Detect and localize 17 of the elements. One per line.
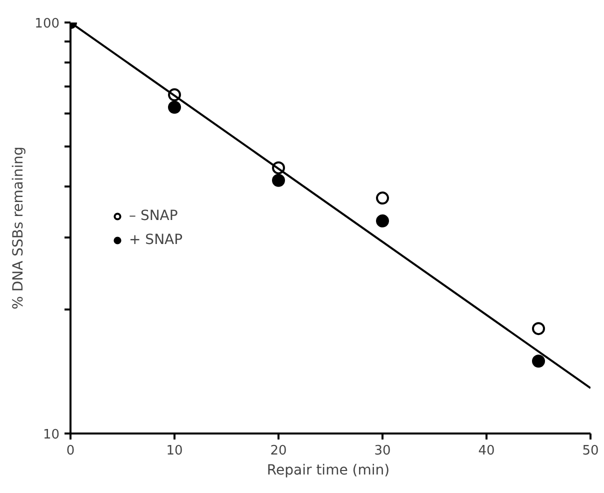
x-tick-label: 50 [582,444,599,458]
legend-label: – SNAP [129,208,178,224]
x-axis-title: Repair time (min) [266,462,390,478]
y-axis-title: % DNA SSBs remaining [10,146,27,310]
legend-label: + SNAP [129,232,183,248]
x-tick-label: 20 [270,444,287,458]
point [168,100,181,114]
x-tick-label: 0 [66,444,75,458]
point [532,354,545,368]
point [376,192,389,205]
point [532,322,545,336]
y-tick-label: 100 [34,16,60,32]
point [376,214,389,228]
x-tick-label: 30 [374,444,391,458]
point [272,174,285,187]
x-tick-label: 10 [166,444,183,458]
x-tick-label: 40 [478,444,495,458]
